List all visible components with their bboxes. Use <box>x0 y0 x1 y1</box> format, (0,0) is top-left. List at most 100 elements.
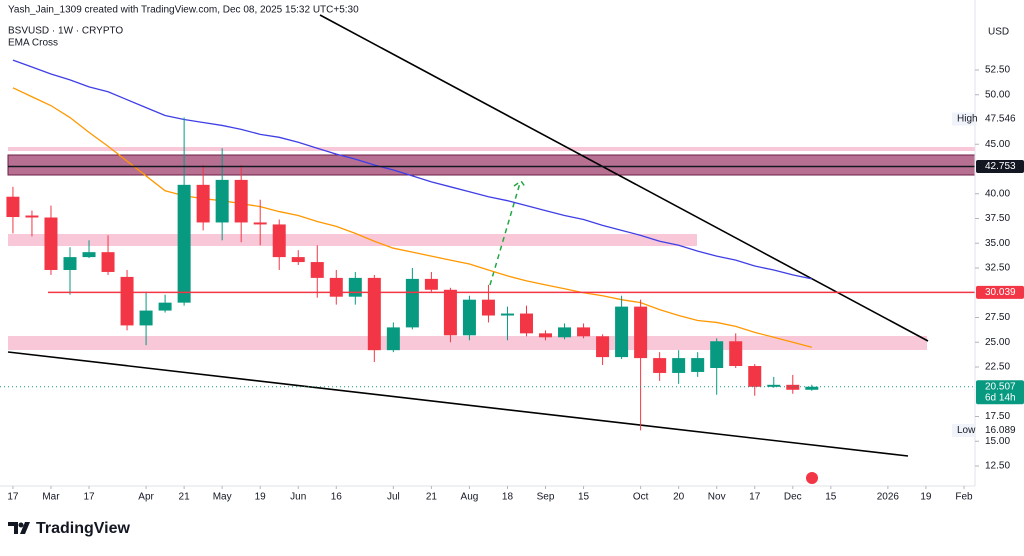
price-label: 30.039 <box>985 287 1016 298</box>
candle-body <box>462 299 476 336</box>
candle-body <box>329 277 343 297</box>
x-tick-label: May <box>213 492 232 503</box>
candle-body <box>348 277 362 297</box>
price-label-box <box>976 112 1024 126</box>
x-tick-label: Apr <box>138 492 154 503</box>
candle-body <box>177 184 191 303</box>
candle-body <box>539 333 553 338</box>
x-tick-label: Sep <box>537 492 555 503</box>
projection-arrow <box>489 179 527 286</box>
candle-body <box>558 327 572 338</box>
candle-body <box>786 384 800 390</box>
y-tick-label: 50.00 <box>985 89 1010 100</box>
candle-body <box>405 278 419 328</box>
zone <box>8 234 697 246</box>
candle-body <box>424 278 438 290</box>
candle-body <box>215 179 229 223</box>
series <box>0 59 975 431</box>
candle-body <box>291 257 305 263</box>
x-tick-label: 17 <box>749 492 761 503</box>
candle-body <box>234 179 248 223</box>
trendline <box>7 351 909 457</box>
candle-body <box>481 299 495 316</box>
candle-body <box>691 358 705 372</box>
price-label-box <box>976 159 1024 173</box>
x-tick-label: 19 <box>920 492 932 503</box>
candle-body <box>500 313 514 316</box>
x-tick-label: 15 <box>825 492 837 503</box>
x-tick-label: Feb <box>955 492 973 503</box>
candle-body <box>805 386 819 390</box>
candle-body <box>767 384 781 387</box>
brand-logo: TradingView <box>8 520 131 537</box>
y-tick-label: 15.00 <box>985 436 1010 447</box>
candle-body <box>748 366 762 387</box>
candle-body <box>196 184 210 223</box>
x-tick-label: Dec <box>784 492 802 503</box>
price-label-box <box>976 380 1024 405</box>
candle-body <box>6 196 20 218</box>
ema-line <box>12 87 812 348</box>
candle-body <box>729 341 743 367</box>
label-tag <box>952 423 974 437</box>
brand-name: TradingView <box>36 520 131 537</box>
candle-body <box>443 289 457 336</box>
x-tick-label: Nov <box>708 492 726 503</box>
candle-body <box>63 257 77 270</box>
price-label-box <box>976 285 1024 299</box>
chart-title: BSVUSD · 1W · CRYPTO <box>8 26 123 37</box>
label-tag <box>952 112 974 126</box>
candle-body <box>596 336 610 358</box>
attribution: Yash_Jain_1309 created with TradingView.… <box>8 5 359 16</box>
x-tick-label: 2026 <box>877 492 900 503</box>
y-tick-label: 27.50 <box>985 312 1010 323</box>
marker-name: Low <box>957 425 976 436</box>
y-tick-label: 12.50 <box>985 461 1010 472</box>
candle-body <box>577 327 591 337</box>
marker-name: High <box>957 114 978 125</box>
candle-body <box>25 215 39 218</box>
drawings <box>7 14 976 457</box>
candle-body <box>310 262 324 278</box>
candle-body <box>82 252 96 258</box>
y-tick-label: 52.50 <box>985 65 1010 76</box>
candle-body <box>139 310 153 326</box>
candle-body <box>710 341 724 368</box>
y-tick-label: 17.50 <box>985 411 1010 422</box>
y-tick-label: 40.00 <box>985 188 1010 199</box>
x-tick-label: 21 <box>426 492 438 503</box>
candle-body <box>615 306 629 358</box>
price-label: 20.507 <box>985 381 1016 392</box>
candle-body <box>272 224 286 258</box>
logo-icon <box>18 522 24 528</box>
ema-line <box>12 59 812 280</box>
x-tick-label: 19 <box>255 492 267 503</box>
logo-icon <box>8 522 30 534</box>
x-tick-label: 17 <box>7 492 19 503</box>
candle-body <box>634 306 648 359</box>
countdown: 6d 14h <box>985 392 1016 403</box>
support-zone <box>8 336 927 350</box>
candle-body <box>672 358 686 373</box>
price-label: 16.089 <box>985 425 1016 436</box>
x-tick-label: 18 <box>502 492 514 503</box>
candle-body <box>653 358 667 373</box>
x-tick-label: 15 <box>578 492 590 503</box>
y-tick-label: 22.50 <box>985 362 1010 373</box>
y-tick-label: 45.00 <box>985 139 1010 150</box>
price-label: 42.753 <box>985 161 1016 172</box>
price-label: 47.546 <box>985 114 1016 125</box>
x-tick-label: Aug <box>461 492 479 503</box>
candle-body <box>367 277 381 351</box>
x-tick-label: 16 <box>331 492 343 503</box>
x-tick-label: Mar <box>42 492 60 503</box>
indicator-name: EMA Cross <box>8 38 58 49</box>
candle-body <box>120 276 134 326</box>
candle-body <box>519 313 533 334</box>
x-tick-label: Jul <box>387 492 400 503</box>
x-tick-label: 21 <box>179 492 191 503</box>
x-tick-label: 20 <box>673 492 685 503</box>
event-flag[interactable] <box>806 472 818 484</box>
